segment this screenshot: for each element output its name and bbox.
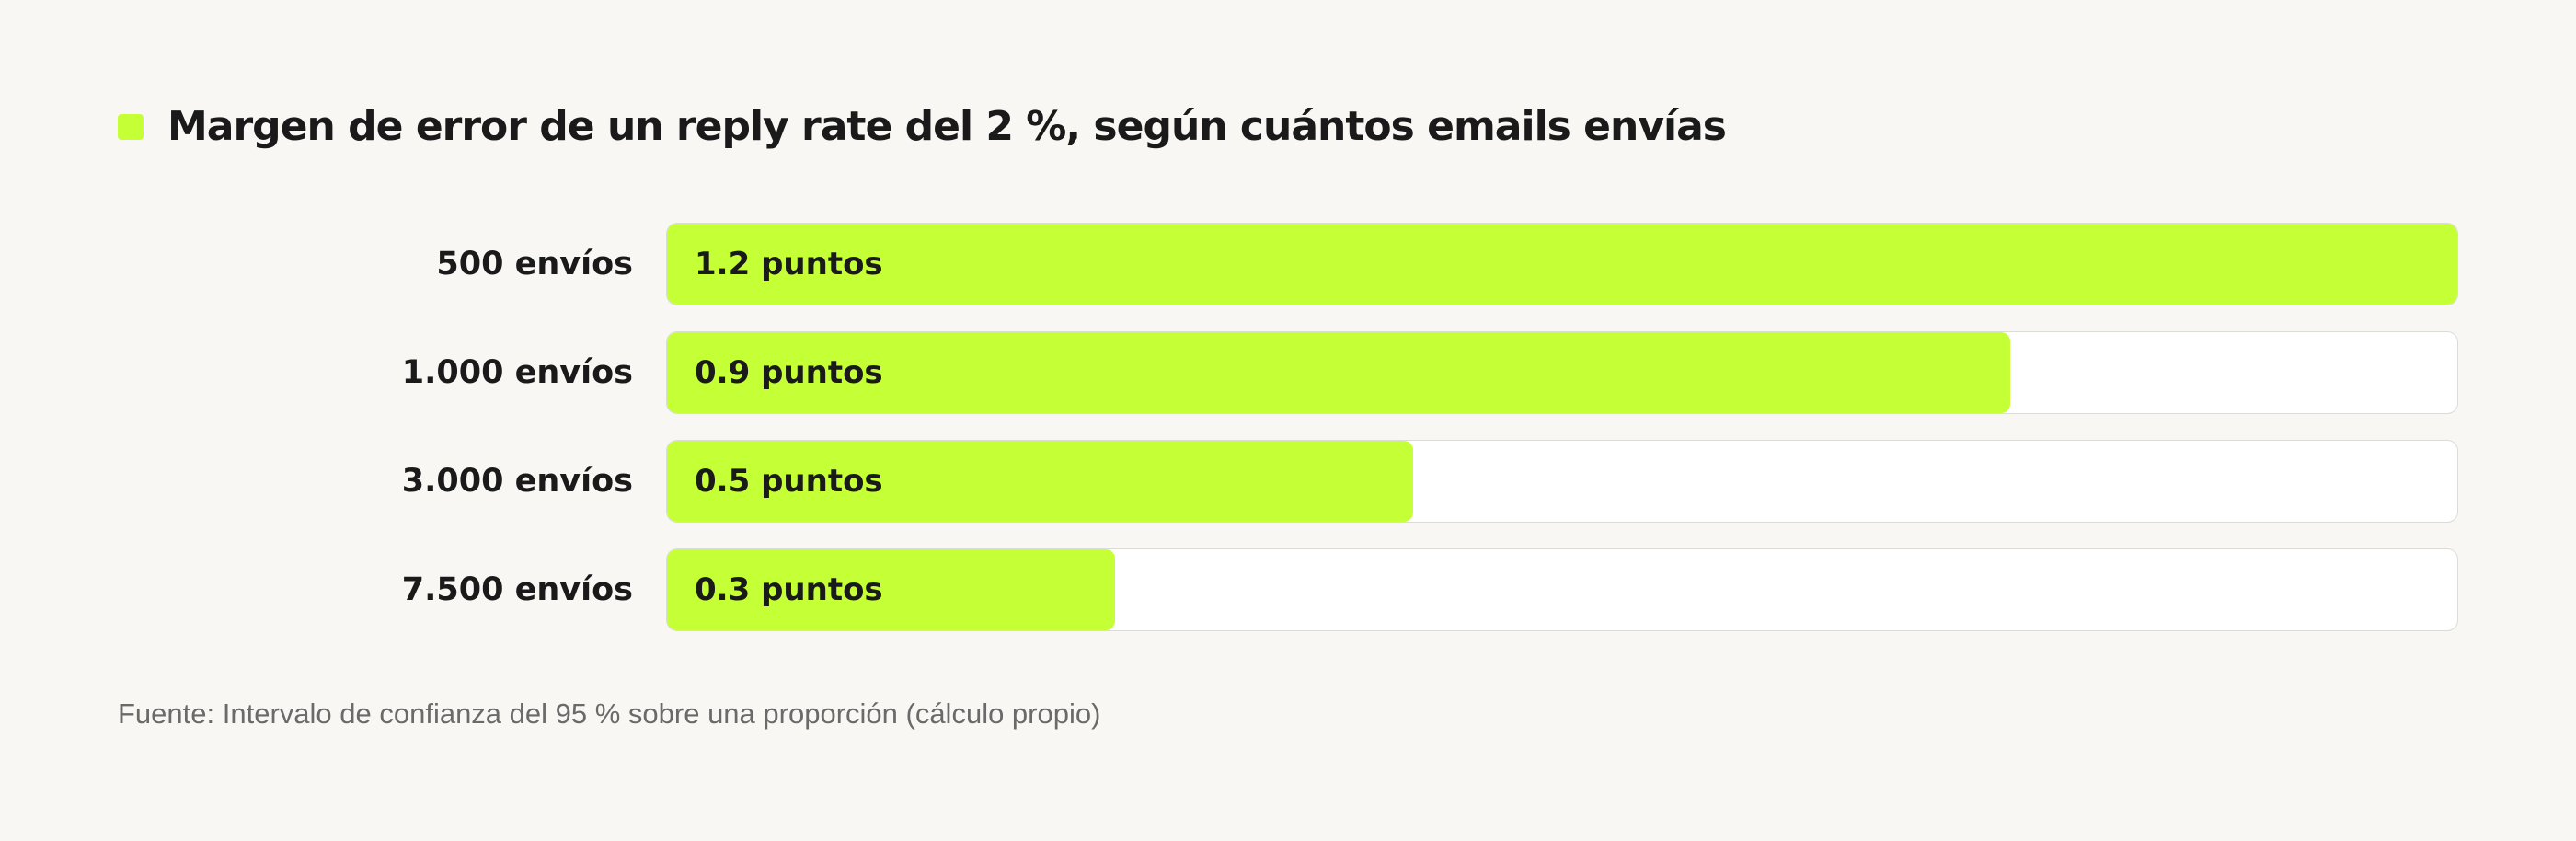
bar-value-label: 0.9 puntos xyxy=(695,354,883,391)
bar xyxy=(667,332,2010,413)
chart-title-row: Margen de error de un reply rate del 2 %… xyxy=(118,103,1727,150)
bar xyxy=(667,549,1115,630)
title-marker-swatch xyxy=(118,113,144,140)
bar xyxy=(667,441,1413,522)
bar-value-label: 1.2 puntos xyxy=(695,246,883,282)
category-label: 3.000 envíos xyxy=(401,463,633,500)
category-label: 7.500 envíos xyxy=(401,571,633,608)
bar-track: 0.9 puntos xyxy=(666,331,2458,414)
bar-track: 0.3 puntos xyxy=(666,548,2458,631)
bar-track: 1.2 puntos xyxy=(666,223,2458,305)
category-label: 1.000 envíos xyxy=(401,354,633,391)
bar xyxy=(667,224,2457,305)
chart-title: Margen de error de un reply rate del 2 %… xyxy=(167,103,1727,150)
bar-track: 0.5 puntos xyxy=(666,440,2458,523)
category-label: 500 envíos xyxy=(436,246,633,282)
bar-value-label: 0.3 puntos xyxy=(695,571,883,608)
bar-value-label: 0.5 puntos xyxy=(695,463,883,500)
bar-row: 3.000 envíos 0.5 puntos xyxy=(0,440,2576,523)
bar-row: 500 envíos 1.2 puntos xyxy=(0,223,2576,305)
bar-row: 1.000 envíos 0.9 puntos xyxy=(0,331,2576,414)
chart-source-note: Fuente: Intervalo de confianza del 95 % … xyxy=(118,697,1101,730)
bar-row: 7.500 envíos 0.3 puntos xyxy=(0,548,2576,631)
